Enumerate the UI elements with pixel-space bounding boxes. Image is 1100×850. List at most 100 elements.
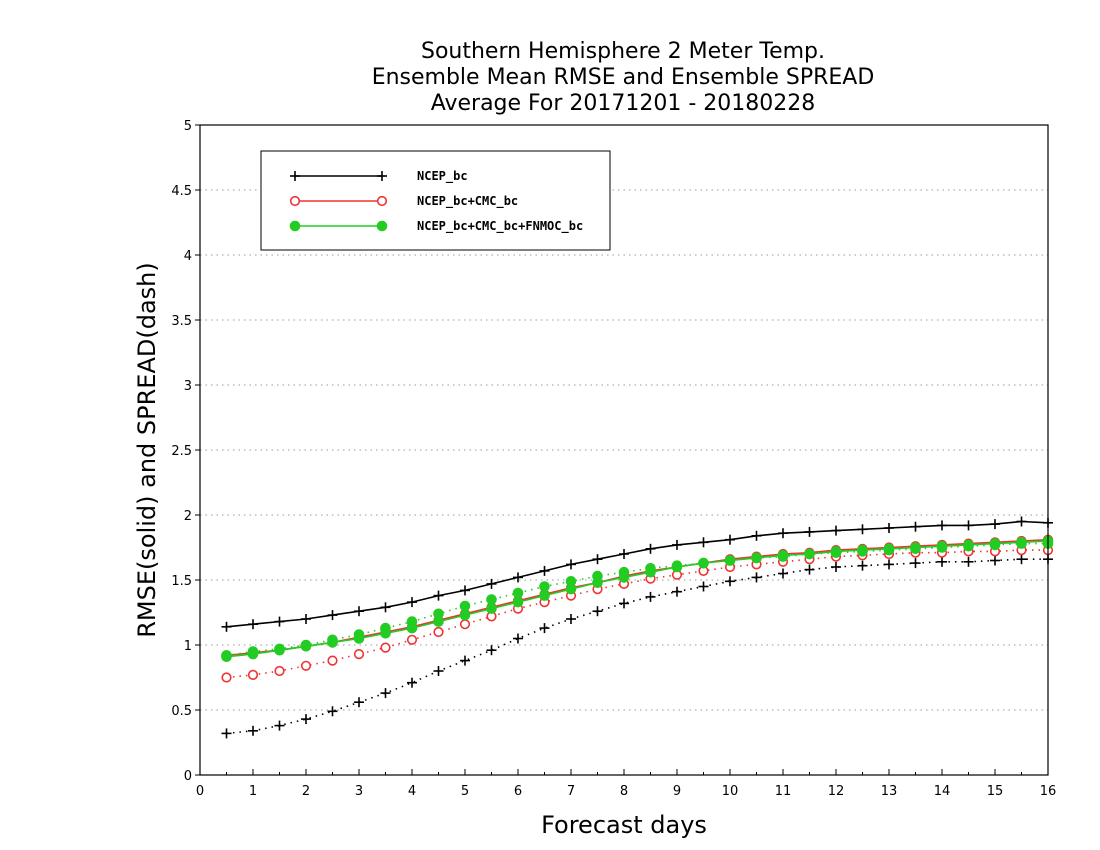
point-ncep-bc-rmse-7	[407, 597, 417, 608]
point-ncep-bc-rmse-18	[698, 537, 709, 548]
point-ncep-bc-spread-10	[486, 645, 497, 656]
legend-marker-ncep-bc-start	[290, 171, 300, 181]
y-tick-label-1.5: 1.5	[171, 574, 192, 589]
point-ncep-bc-spread-18	[698, 581, 709, 592]
point-ncep-bc-rmse-14	[592, 554, 603, 565]
point-ncep-bc-spread-17	[672, 586, 682, 597]
point-ncep-bc-cmc-bc-fnmoc-bc-rmse-14	[592, 577, 603, 588]
point-ncep-bc-rmse-12	[539, 565, 550, 576]
point-ncep-bc-cmc-bc-fnmoc-bc-rmse-2	[274, 644, 285, 656]
y-tick-label-4.5: 4.5	[171, 184, 192, 199]
point-ncep-bc-spread-6	[380, 688, 391, 699]
point-ncep-bc-spread-27	[937, 556, 947, 567]
x-tick-label-15: 15	[987, 784, 1004, 799]
point-ncep-bc-cmc-bc-fnmoc-bc-rmse-11	[512, 596, 524, 608]
point-ncep-bc-cmc-bc-fnmoc-bc-rmse-23	[830, 546, 842, 557]
point-ncep-bc-spread-30	[1016, 554, 1027, 565]
point-ncep-bc-cmc-bc-spread-6	[380, 642, 391, 653]
y-tick-label-5: 5	[184, 119, 192, 134]
x-tick-label-0: 0	[196, 784, 204, 799]
x-tick-label-7: 7	[567, 784, 575, 799]
point-ncep-bc-rmse-8	[433, 590, 444, 601]
point-ncep-bc-cmc-bc-fnmoc-bc-rmse-26	[910, 542, 921, 553]
point-ncep-bc-cmc-bc-fnmoc-bc-rmse-27	[936, 540, 948, 552]
x-tick-label-8: 8	[620, 784, 628, 799]
point-ncep-bc-cmc-bc-fnmoc-bc-rmse-29	[989, 538, 1001, 549]
point-ncep-bc-spread-12	[539, 623, 550, 634]
legend-label-ncep-bc-cmc-bc: NCEP_bc+CMC_bc	[417, 194, 518, 209]
point-ncep-bc-cmc-bc-fnmoc-bc-rmse-10	[486, 603, 497, 614]
point-ncep-bc-cmc-bc-fnmoc-bc-rmse-3	[300, 641, 312, 652]
point-ncep-bc-rmse-9	[460, 585, 470, 596]
point-ncep-bc-spread-21	[778, 568, 788, 579]
y-tick-label-4: 4	[184, 249, 192, 264]
x-tick-label-10: 10	[722, 784, 739, 799]
chart-title: Southern Hemisphere 2 Meter Temp. Ensemb…	[372, 39, 875, 116]
title-line-2: Ensemble Mean RMSE and Ensemble SPREAD	[372, 65, 875, 90]
point-ncep-bc-rmse-6	[380, 602, 391, 613]
point-ncep-bc-rmse-11	[513, 572, 523, 583]
point-ncep-bc-cmc-bc-spread-0	[221, 672, 232, 683]
point-ncep-bc-spread-29	[990, 555, 1000, 566]
point-ncep-bc-rmse-25	[884, 523, 894, 533]
point-ncep-bc-cmc-bc-fnmoc-bc-rmse-19	[724, 555, 736, 566]
series-layer	[221, 516, 1054, 739]
y-axis-label: RMSE(solid) and SPREAD(dash)	[133, 262, 161, 638]
point-ncep-bc-spread-28	[963, 556, 974, 567]
point-ncep-bc-cmc-bc-fnmoc-bc-rmse-12	[539, 590, 550, 601]
point-ncep-bc-cmc-bc-fnmoc-bc-rmse-7	[406, 622, 418, 634]
point-ncep-bc-rmse-0	[221, 621, 232, 632]
point-ncep-bc-cmc-bc-fnmoc-bc-rmse-9	[459, 609, 471, 621]
point-ncep-bc-rmse-26	[910, 521, 921, 532]
legend-marker-ncep-bc-end	[377, 171, 387, 181]
point-ncep-bc-spread-25	[884, 559, 894, 570]
point-ncep-bc-spread-3	[301, 714, 311, 725]
y-tick-label-2: 2	[184, 509, 192, 524]
point-ncep-bc-cmc-bc-spread-3	[300, 660, 312, 671]
point-ncep-bc-rmse-16	[645, 543, 656, 554]
point-ncep-bc-spread-15	[619, 598, 629, 609]
x-tick-label-9: 9	[673, 784, 681, 799]
legend-marker-ncep-bc-cmc-bc-fnmoc-bc-start	[289, 220, 301, 232]
legend-marker-ncep-bc-cmc-bc-start	[289, 195, 301, 207]
point-ncep-bc-cmc-bc-fnmoc-bc-rmse-18	[698, 557, 709, 569]
point-ncep-bc-rmse-4	[327, 610, 338, 621]
point-ncep-bc-cmc-bc-fnmoc-bc-spread-10	[486, 594, 497, 605]
point-ncep-bc-cmc-bc-fnmoc-bc-rmse-4	[327, 637, 338, 648]
point-ncep-bc-rmse-24	[857, 524, 868, 535]
title-line-3: Average For 20171201 - 20180228	[431, 91, 816, 116]
point-ncep-bc-cmc-bc-fnmoc-bc-rmse-6	[380, 628, 391, 639]
point-ncep-bc-cmc-bc-spread-1	[247, 669, 259, 681]
title-line-1: Southern Hemisphere 2 Meter Temp.	[421, 39, 825, 64]
point-ncep-bc-spread-19	[725, 576, 735, 587]
series-ncep-bc-spread-line	[226, 558, 1048, 735]
point-ncep-bc-spread-7	[407, 677, 417, 688]
point-ncep-bc-cmc-bc-spread-5	[353, 648, 365, 660]
point-ncep-bc-spread-24	[857, 560, 868, 571]
point-ncep-bc-spread-9	[460, 655, 470, 666]
legend-marker-ncep-bc-cmc-bc-end	[376, 195, 388, 207]
point-ncep-bc-spread-16	[645, 591, 656, 602]
point-ncep-bc-rmse-3	[301, 614, 311, 624]
point-ncep-bc-cmc-bc-fnmoc-bc-rmse-21	[777, 550, 789, 561]
point-ncep-bc-cmc-bc-spread-2	[274, 665, 285, 677]
y-axis-ticks: 0 0.5 1 1.5 2 2.5 3 3.5 4 4.5 5	[171, 119, 200, 784]
point-ncep-bc-rmse-13	[566, 559, 576, 570]
grid	[200, 189, 1048, 711]
point-ncep-bc-rmse-1	[248, 619, 258, 630]
point-ncep-bc-cmc-bc-fnmoc-bc-rmse-13	[565, 583, 577, 595]
series-ncep-bc-cmc-bc-rmse-line	[226, 538, 1049, 657]
point-ncep-bc-cmc-bc-fnmoc-bc-rmse-30	[1016, 537, 1027, 548]
point-ncep-bc-cmc-bc-fnmoc-bc-rmse-24	[857, 544, 868, 556]
point-ncep-bc-spread-20	[751, 572, 762, 583]
y-tick-label-3: 3	[184, 379, 192, 394]
y-tick-label-3.5: 3.5	[171, 314, 192, 329]
y-tick-label-1: 1	[184, 639, 192, 654]
point-ncep-bc-spread-1	[248, 725, 258, 736]
point-ncep-bc-spread-8	[433, 666, 444, 676]
x-axis-ticks: 0 1 2 3 4 5 6 7 8 9 10 11 12 13 14 15 16	[196, 769, 1056, 799]
point-ncep-bc-cmc-bc-spread-7	[406, 634, 418, 645]
point-ncep-bc-rmse-5	[354, 606, 364, 617]
x-tick-label-2: 2	[302, 784, 310, 799]
point-ncep-bc-rmse-20	[751, 530, 762, 541]
